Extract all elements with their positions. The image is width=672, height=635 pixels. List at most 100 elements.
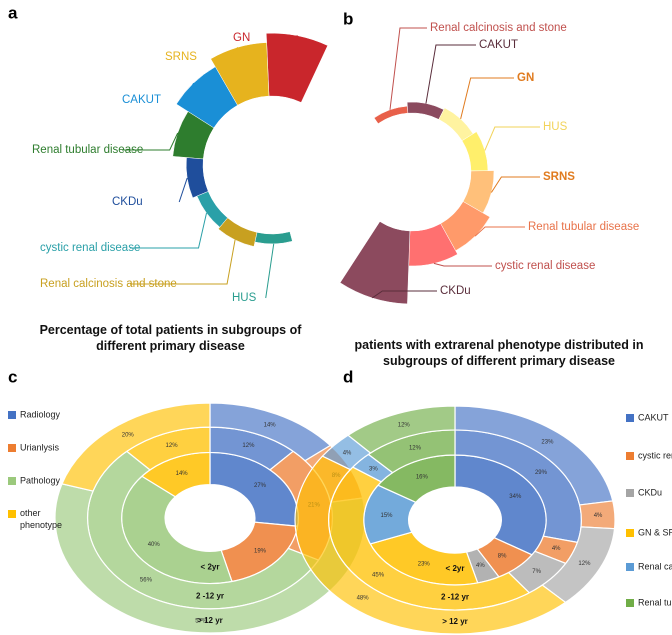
panel-letter: d: [343, 367, 353, 386]
panel-letter: c: [8, 367, 17, 386]
chart-title: Percentage of total patients in subgroup…: [39, 323, 302, 353]
value-label: 3%: [369, 466, 378, 472]
leader-line: [490, 176, 540, 193]
value-label: 20%: [122, 433, 135, 439]
leader-line: [265, 243, 275, 299]
legend-swatch: [8, 510, 16, 518]
category-label: HUS: [543, 121, 568, 133]
value-label: 16%: [416, 475, 429, 481]
ring-label: < 2yr: [201, 563, 220, 572]
rose-wedge: [196, 191, 229, 228]
value-label: 45%: [372, 572, 385, 578]
leader-line: [484, 126, 540, 151]
legend-label: CKDu: [638, 487, 662, 497]
ring-label: 2 -12 yr: [441, 593, 469, 602]
value-label: 23%: [418, 561, 431, 567]
value-label: 57%: [195, 618, 208, 624]
value-label: 12%: [409, 446, 422, 452]
value-label: 4%: [343, 451, 352, 457]
rose-wedge: [185, 157, 209, 199]
category-label: cystic renal disease: [495, 260, 595, 272]
rose-wedge: [406, 101, 445, 120]
rose-wedge: [265, 32, 329, 103]
legend-label: GN & SRNS: [638, 527, 672, 537]
legend-label: Radiology: [20, 409, 61, 419]
rose-wedge: [254, 231, 293, 245]
leader-line: [460, 77, 514, 120]
leader-line: [433, 262, 492, 267]
category-label: cystic renal disease: [40, 242, 140, 254]
value-label: 29%: [535, 470, 548, 476]
value-label: 12%: [166, 443, 179, 449]
chart-title: patients with extrarenal phenotype distr…: [354, 338, 644, 368]
leader-line: [130, 212, 208, 249]
value-label: 14%: [176, 471, 189, 477]
legend-swatch: [8, 444, 16, 452]
legend-label: Renal calcinosis and stone: [638, 561, 672, 571]
value-label: 48%: [357, 596, 370, 602]
legend-swatch: [626, 529, 634, 537]
category-label: GN: [233, 32, 250, 44]
value-label: 12%: [398, 422, 411, 428]
rose-wedge: [217, 217, 258, 247]
donut-segment: [54, 483, 366, 634]
ring-label: > 12 yr: [197, 616, 223, 625]
leader-line: [425, 44, 476, 104]
value-label: 56%: [140, 578, 153, 584]
legend-swatch: [626, 563, 634, 571]
leader-line: [289, 35, 298, 39]
leader-line: [122, 132, 179, 151]
value-label: 14%: [264, 423, 277, 429]
leader-line: [130, 239, 236, 285]
ring-label: > 12 yr: [442, 617, 468, 626]
value-label: 4%: [552, 546, 561, 552]
rose-wedge: [438, 107, 474, 142]
legend-swatch: [8, 411, 16, 419]
rose-wedge: [339, 221, 411, 305]
value-label: 34%: [509, 494, 522, 500]
leader-line: [389, 27, 427, 110]
legend-label: Pathology: [20, 475, 61, 485]
value-label: 4%: [594, 513, 603, 519]
category-label: Renal tubular disease: [32, 144, 143, 156]
value-label: 19%: [254, 548, 267, 554]
value-label: 40%: [148, 542, 161, 548]
legend-label: Renal tubular disease: [638, 597, 672, 607]
category-label: Renal tubular disease: [528, 221, 639, 233]
legend-swatch: [626, 414, 634, 422]
category-label: SRNS: [165, 51, 197, 63]
rose-wedge: [172, 111, 215, 160]
ring-label: 2 -12 yr: [196, 591, 224, 600]
category-label: Renal calcinosis and stone: [40, 278, 177, 290]
value-label: 12%: [578, 561, 591, 567]
legend-swatch: [626, 452, 634, 460]
value-label: 7%: [532, 569, 541, 575]
legend-swatch: [8, 477, 16, 485]
donut-segment: [294, 455, 567, 635]
value-label: 27%: [254, 483, 267, 489]
category-label: CKDu: [112, 196, 143, 208]
category-label: Renal calcinosis and stone: [430, 22, 567, 34]
legend-label: CAKUT: [638, 412, 669, 422]
leader-line: [474, 226, 525, 237]
category-label: CAKUT: [479, 39, 518, 51]
leader-line: [372, 290, 437, 299]
rose-wedge: [176, 66, 238, 129]
category-label: CKDu: [440, 285, 471, 297]
panel-letter: a: [8, 3, 18, 22]
legend-swatch: [626, 489, 634, 497]
leader-line: [178, 177, 188, 203]
legend-label: Urianlysis: [20, 442, 60, 452]
donut-segment: [347, 405, 456, 454]
value-label: 23%: [541, 440, 554, 446]
legend-swatch: [626, 599, 634, 607]
rose-wedge: [373, 105, 409, 125]
category-label: SRNS: [543, 171, 575, 183]
panel-letter: b: [343, 9, 353, 28]
leader-line: [185, 82, 195, 101]
ring-label: < 2yr: [446, 564, 465, 573]
donut-segment: [61, 402, 211, 492]
value-label: 8%: [498, 553, 507, 559]
